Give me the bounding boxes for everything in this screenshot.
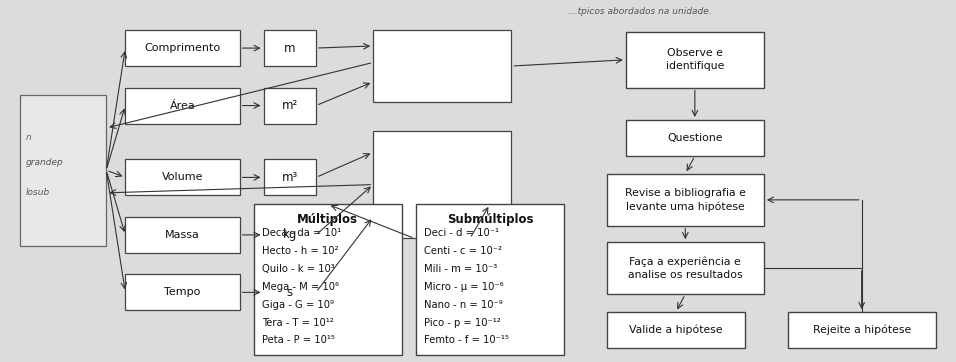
FancyBboxPatch shape	[607, 312, 745, 348]
Text: grandep: grandep	[25, 158, 63, 167]
FancyBboxPatch shape	[626, 32, 764, 88]
Text: m: m	[284, 42, 295, 55]
Text: m²: m²	[282, 99, 298, 112]
Text: Giga - G = 10⁹: Giga - G = 10⁹	[262, 299, 334, 310]
FancyBboxPatch shape	[788, 312, 936, 348]
FancyBboxPatch shape	[264, 274, 315, 310]
Text: Valide a hipótese: Valide a hipótese	[629, 325, 723, 335]
FancyBboxPatch shape	[20, 95, 106, 246]
Text: Múltiplos: Múltiplos	[297, 213, 358, 226]
FancyBboxPatch shape	[607, 174, 764, 226]
Text: kg: kg	[283, 228, 297, 241]
FancyBboxPatch shape	[125, 217, 240, 253]
Text: losub: losub	[25, 188, 50, 197]
FancyBboxPatch shape	[264, 159, 315, 195]
FancyBboxPatch shape	[125, 159, 240, 195]
Text: m³: m³	[282, 171, 298, 184]
FancyBboxPatch shape	[125, 274, 240, 310]
Text: Questione: Questione	[667, 133, 723, 143]
FancyBboxPatch shape	[125, 30, 240, 66]
Text: Volume: Volume	[162, 172, 204, 182]
Text: Comprimento: Comprimento	[144, 43, 221, 53]
Text: Mili - m = 10⁻³: Mili - m = 10⁻³	[424, 264, 497, 274]
Text: Deci - d = 10⁻¹: Deci - d = 10⁻¹	[424, 228, 499, 238]
Text: Rejeite a hipótese: Rejeite a hipótese	[813, 325, 911, 335]
Text: Peta - P = 10¹⁵: Peta - P = 10¹⁵	[262, 336, 335, 345]
FancyBboxPatch shape	[125, 88, 240, 123]
Text: Observe e
identifique: Observe e identifique	[665, 48, 724, 71]
Text: Micro - μ = 10⁻⁶: Micro - μ = 10⁻⁶	[424, 282, 503, 291]
Text: Submúltiplos: Submúltiplos	[446, 213, 533, 226]
Text: Deca - da = 10¹: Deca - da = 10¹	[262, 228, 340, 238]
Text: Pico - p = 10⁻¹²: Pico - p = 10⁻¹²	[424, 317, 500, 328]
FancyBboxPatch shape	[373, 131, 511, 239]
Text: Femto - f = 10⁻¹⁵: Femto - f = 10⁻¹⁵	[424, 336, 509, 345]
FancyBboxPatch shape	[373, 30, 511, 102]
FancyBboxPatch shape	[254, 205, 402, 355]
Text: Mega - M = 10⁶: Mega - M = 10⁶	[262, 282, 338, 291]
Text: Tera - T = 10¹²: Tera - T = 10¹²	[262, 317, 334, 328]
Text: Tempo: Tempo	[164, 287, 201, 297]
Text: Quilo - k = 10³: Quilo - k = 10³	[262, 264, 335, 274]
Text: Nano - n = 10⁻⁹: Nano - n = 10⁻⁹	[424, 299, 503, 310]
FancyBboxPatch shape	[264, 88, 315, 123]
Text: n: n	[25, 132, 31, 142]
FancyBboxPatch shape	[607, 242, 764, 294]
Text: Área: Área	[169, 101, 195, 110]
FancyBboxPatch shape	[416, 205, 564, 355]
FancyBboxPatch shape	[264, 217, 315, 253]
Text: Hecto - h = 10²: Hecto - h = 10²	[262, 246, 338, 256]
Text: s: s	[287, 286, 293, 299]
Text: ...tpicos abordados na unidade.: ...tpicos abordados na unidade.	[569, 7, 711, 16]
FancyBboxPatch shape	[626, 120, 764, 156]
FancyBboxPatch shape	[264, 30, 315, 66]
Text: Faça a experiência e
analise os resultados: Faça a experiência e analise os resultad…	[628, 256, 743, 280]
Text: Revise a bibliografia e
levante uma hipótese: Revise a bibliografia e levante uma hipó…	[625, 188, 746, 212]
Text: Massa: Massa	[165, 230, 200, 240]
Text: Centi - c = 10⁻²: Centi - c = 10⁻²	[424, 246, 502, 256]
